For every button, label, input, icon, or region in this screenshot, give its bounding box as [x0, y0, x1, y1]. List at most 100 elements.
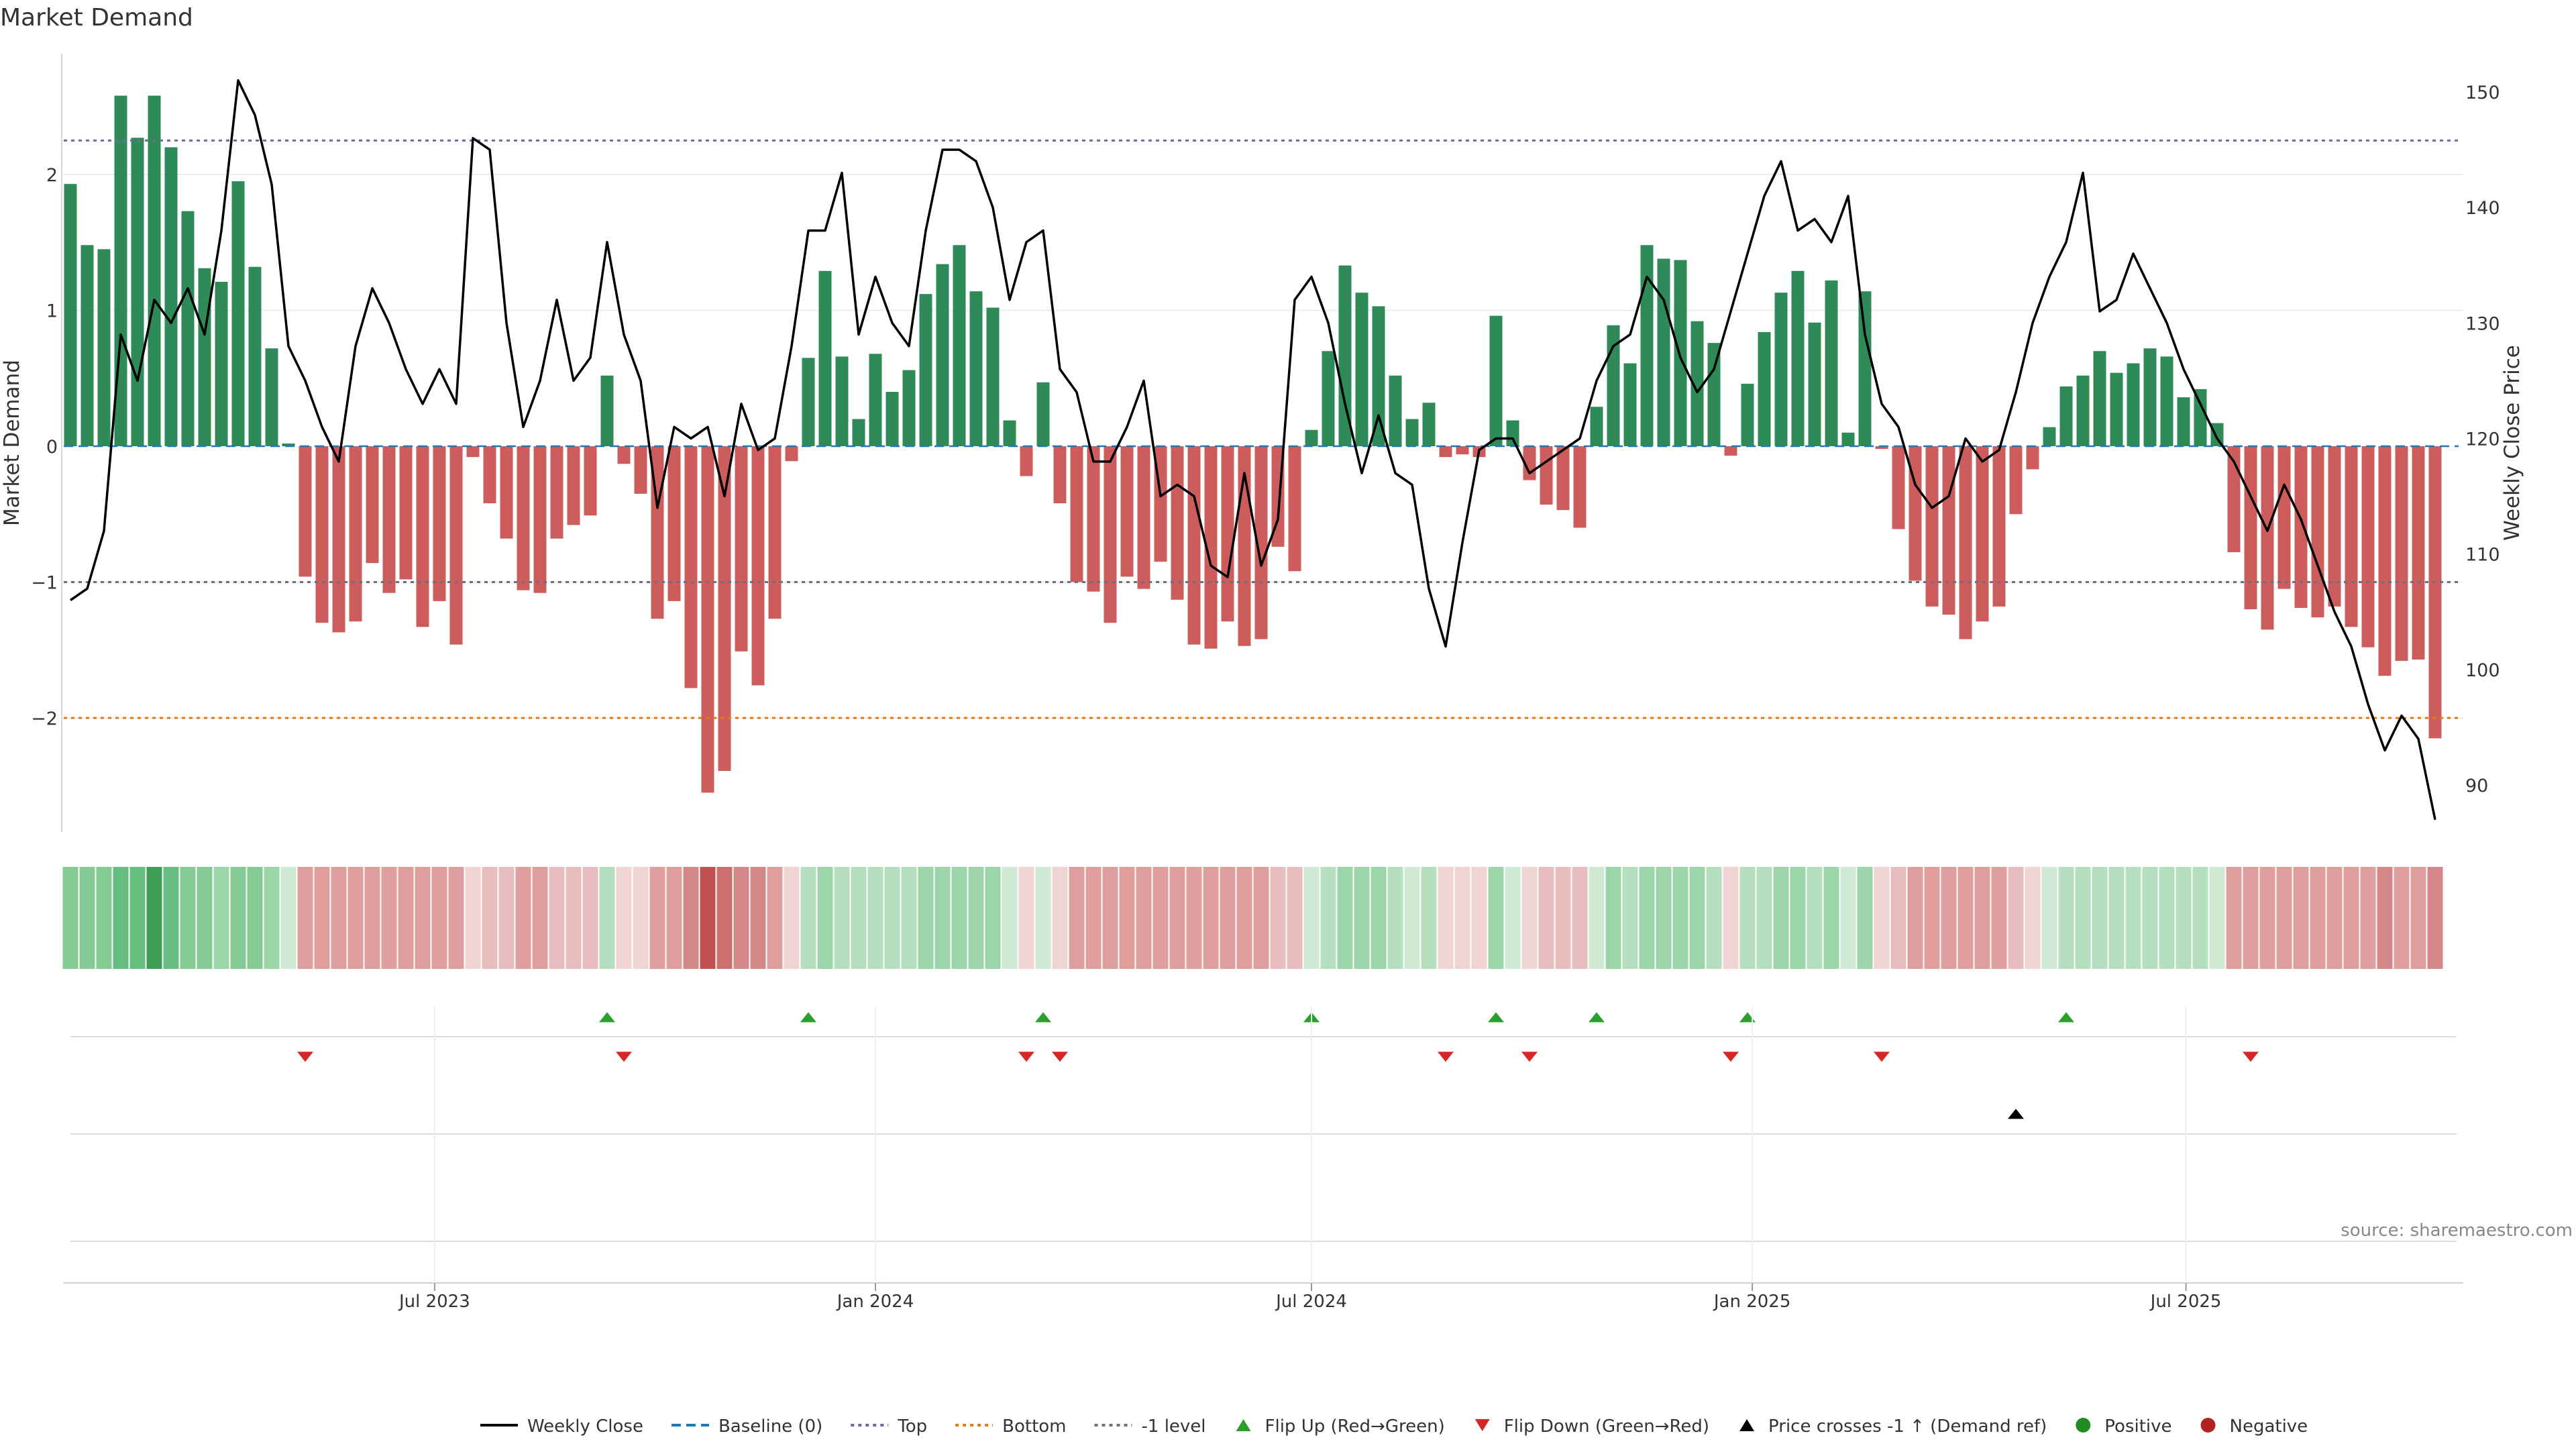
heat-cell [2343, 867, 2359, 969]
demand-bar [2311, 446, 2324, 618]
heat-cell [1136, 867, 1152, 969]
demand-bar [1120, 446, 1134, 577]
heat-cell [968, 867, 984, 969]
flip-down-marker [1438, 1051, 1454, 1062]
heat-cell [1622, 867, 1638, 969]
event-markers [70, 1012, 2457, 1242]
demand-bar [533, 446, 547, 593]
demand-bar [1774, 293, 1788, 446]
heat-cell [1555, 867, 1571, 969]
demand-bar [299, 446, 312, 577]
demand-bar [449, 446, 463, 645]
heat-cell [1069, 867, 1085, 969]
demand-bar [1288, 446, 1301, 572]
demand-bar [1020, 446, 1033, 476]
heat-cell [733, 867, 749, 969]
heat-cell [62, 867, 78, 969]
demand-bar [1791, 270, 1805, 446]
heat-cell [79, 867, 95, 969]
demand-bar [97, 249, 111, 446]
demand-bar [2378, 446, 2392, 676]
heat-cell [280, 867, 297, 969]
heat-cell [633, 867, 649, 969]
heat-cell [2108, 867, 2125, 969]
heat-cell [1689, 867, 1705, 969]
demand-bar [567, 446, 580, 525]
heat-cell [2025, 867, 2041, 969]
heat-cell [1790, 867, 1806, 969]
heat-cell [599, 867, 615, 969]
heat-cell [1807, 867, 1823, 969]
heat-cell [1220, 867, 1236, 969]
heat-cell [1605, 867, 1621, 969]
heat-cell [197, 867, 213, 969]
demand-bar [483, 446, 496, 504]
demand-bar [282, 443, 295, 446]
demand-bar [433, 446, 446, 601]
demand-bar [1556, 446, 1570, 511]
demand-bar [919, 294, 932, 446]
heat-cell [1320, 867, 1336, 969]
heat-cell [2125, 867, 2141, 969]
demand-bar [1959, 446, 1972, 639]
demand-bar [1909, 446, 1922, 581]
heat-cell [1723, 867, 1739, 969]
demand-bar [1992, 446, 2006, 607]
heat-cell [985, 867, 1001, 969]
y-tick-label-left: −1 [31, 573, 58, 594]
demand-bar [416, 446, 429, 627]
heat-cell [415, 867, 431, 969]
demand-bar [64, 184, 77, 446]
demand-bar [2043, 427, 2056, 446]
demand-bar [1623, 363, 1637, 446]
heat-cell [2058, 867, 2074, 969]
demand-bar [1254, 446, 1268, 639]
heat-cell [331, 867, 347, 969]
demand-bar [1942, 446, 1955, 615]
heat-cell [1907, 867, 1923, 969]
heat-cell [817, 867, 833, 969]
demand-bar [1976, 446, 1989, 622]
heat-cell [2092, 867, 2108, 969]
demand-bar [2294, 446, 2308, 608]
heat-cell [297, 867, 313, 969]
demand-bar [1590, 407, 1603, 446]
heat-cell [1672, 867, 1688, 969]
demand-bar [2328, 446, 2341, 607]
heat-cell [2377, 867, 2393, 969]
heat-cell [1823, 867, 1839, 969]
legend-item: Price crosses -1 ↑ (Demand ref) [1739, 1416, 2047, 1437]
heat-cell [2142, 867, 2158, 969]
heat-cell [1035, 867, 1051, 969]
heat-cell [1421, 867, 1437, 969]
demand-bar [718, 446, 731, 771]
demand-bar [1724, 446, 1737, 456]
demand-bar [500, 446, 513, 539]
price-cross-marker [2008, 1108, 2024, 1119]
heat-cell [1119, 867, 1135, 969]
y-tick-label-right: 120 [2465, 429, 2500, 450]
demand-bar [1841, 432, 1855, 446]
heat-cell [582, 867, 598, 969]
legend-label: Baseline (0) [718, 1416, 822, 1437]
demand-bar [1875, 446, 1888, 450]
demand-bar [701, 446, 714, 793]
demand-bar [1573, 446, 1587, 528]
heat-cell [616, 867, 632, 969]
heat-cell [230, 867, 246, 969]
flip-down-marker [297, 1051, 313, 1062]
heat-cell [1840, 867, 1856, 969]
demand-bar [1137, 446, 1150, 589]
demand-bar [1338, 265, 1352, 446]
heat-cell [750, 867, 766, 969]
demand-bar [2177, 397, 2190, 446]
demand-bar [936, 264, 949, 446]
demand-bars [64, 95, 2442, 793]
x-tick-label: Jan 2024 [836, 1292, 914, 1312]
demand-bar [2428, 446, 2442, 739]
legend-label: -1 level [1142, 1416, 1206, 1437]
demand-bar [1858, 291, 1872, 446]
y-tick-label-right: 100 [2465, 660, 2500, 681]
